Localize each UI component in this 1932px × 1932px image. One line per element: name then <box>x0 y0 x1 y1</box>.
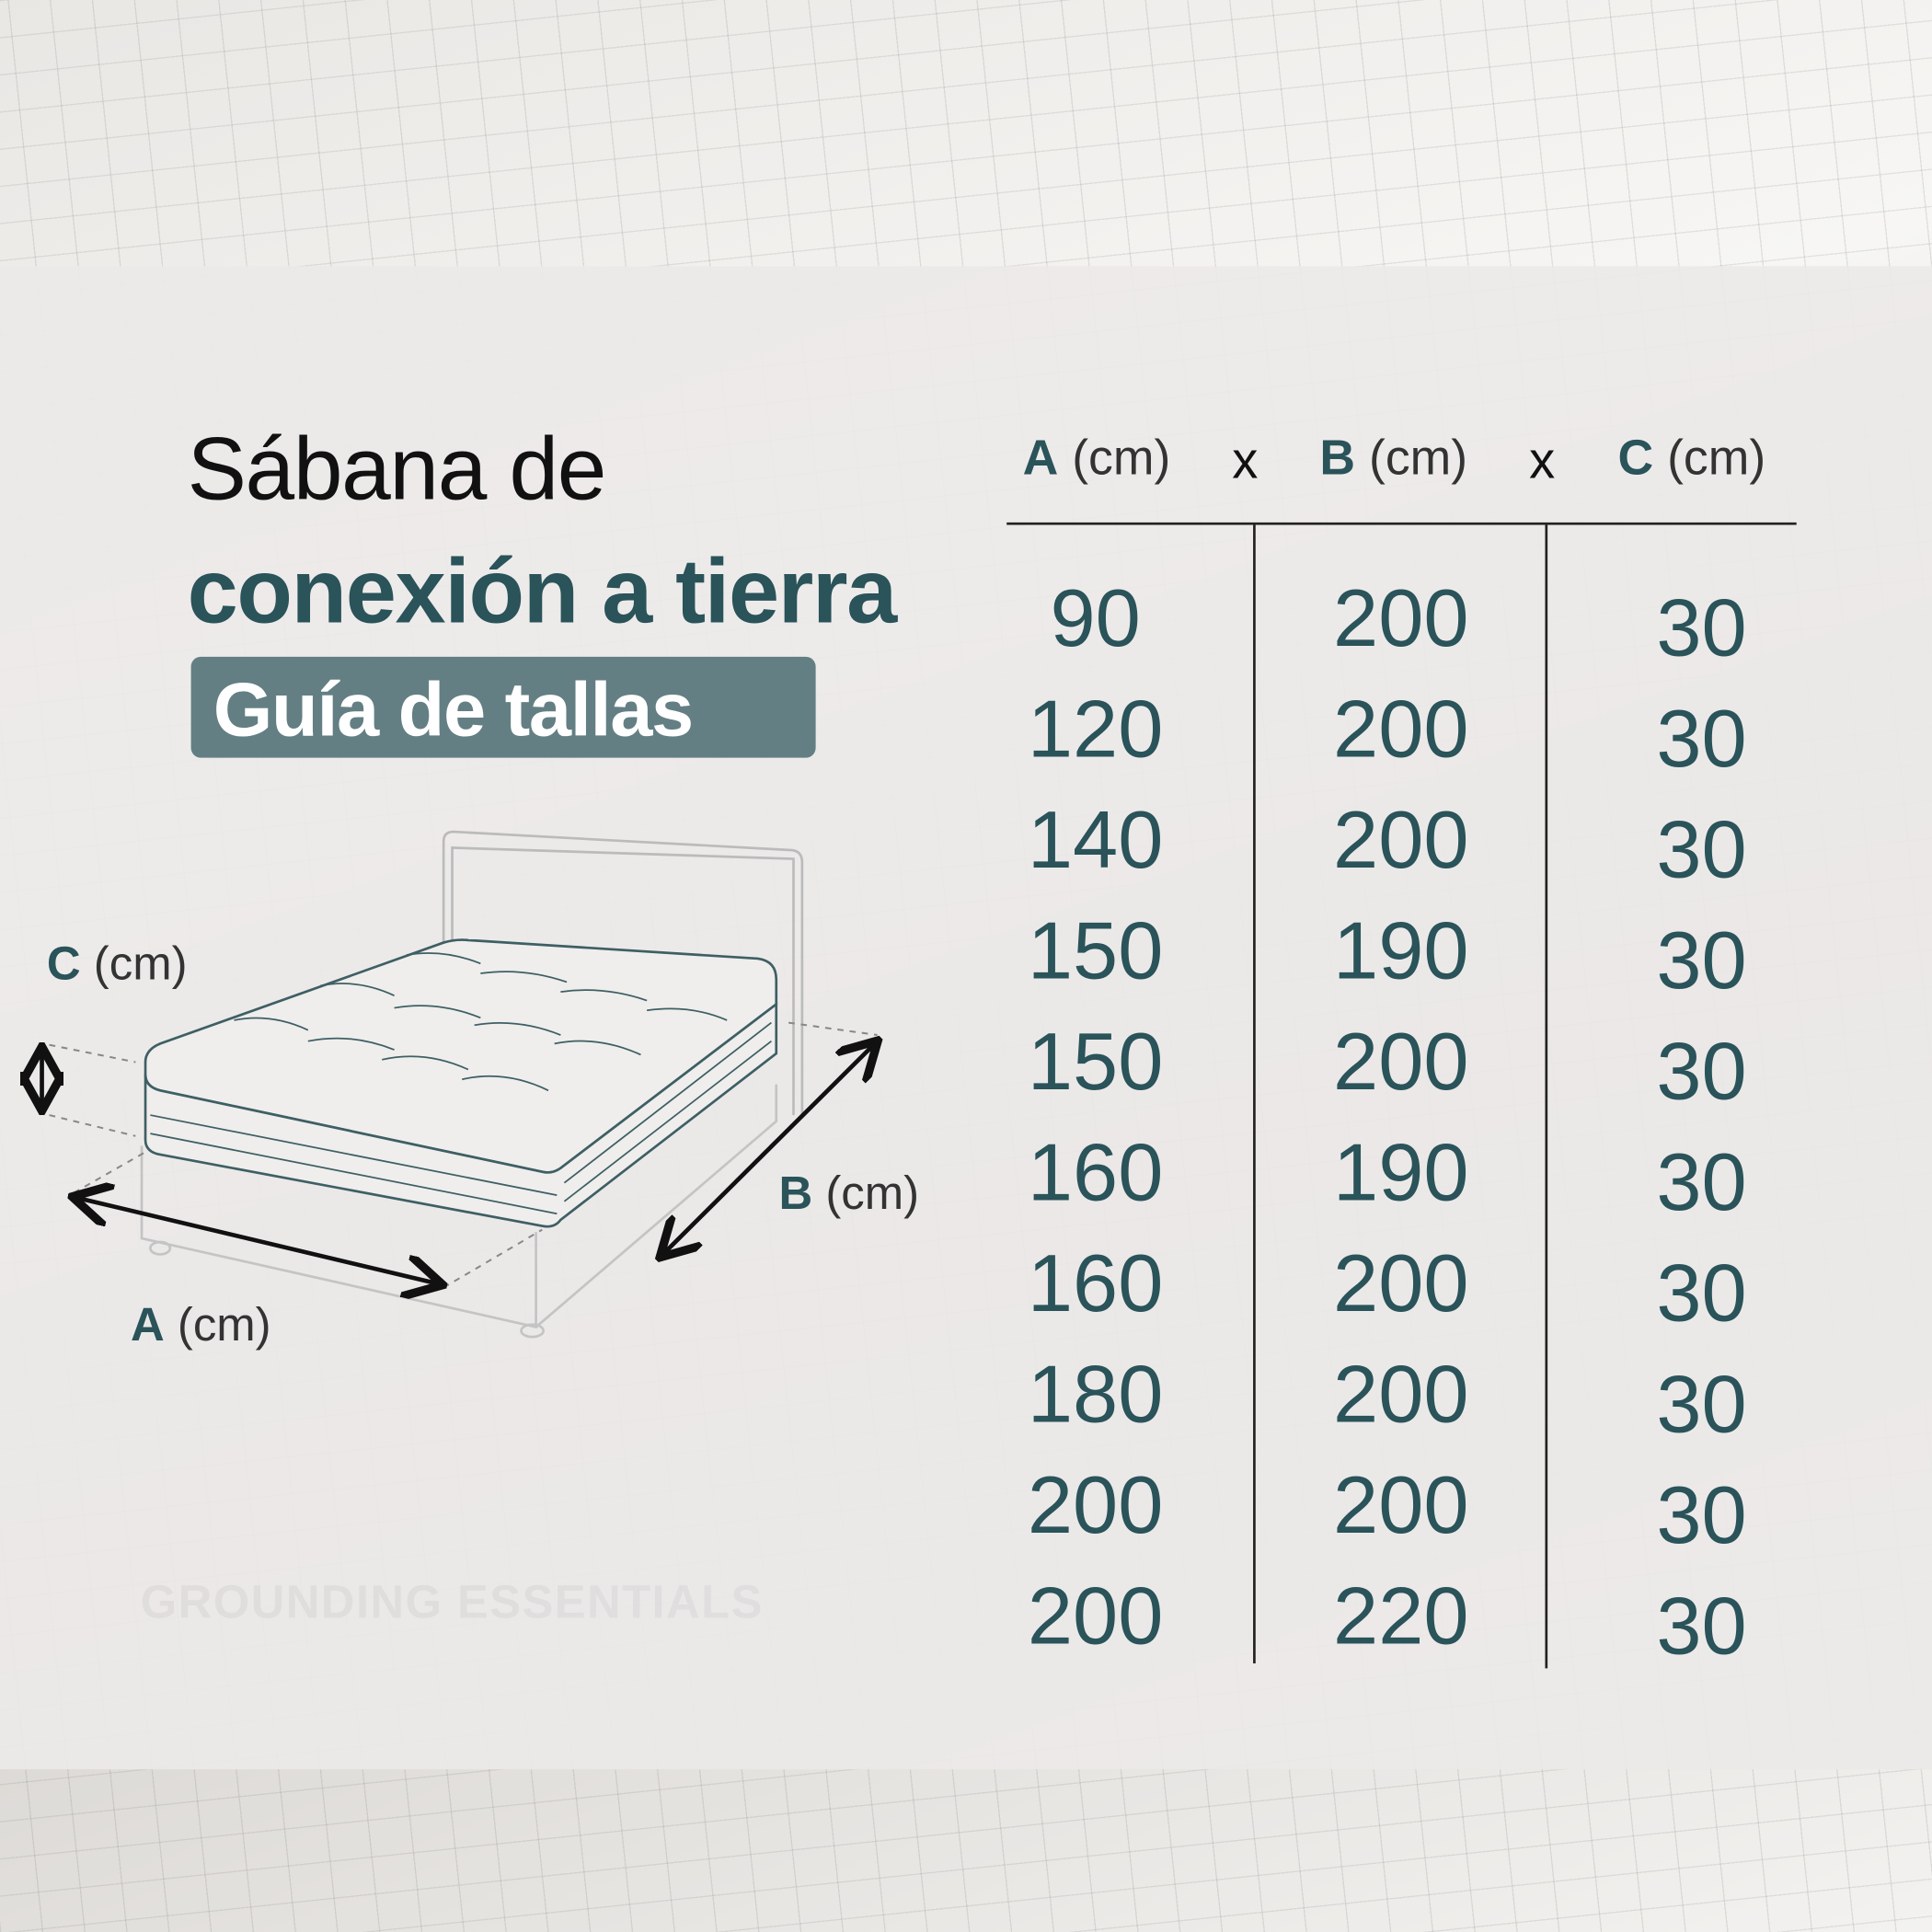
table-cell-b: 190 <box>1333 904 1469 996</box>
table-cell-a: 140 <box>1027 793 1164 885</box>
table-cell-c: 30 <box>1656 1247 1747 1339</box>
header-separator: x <box>1529 431 1556 489</box>
table-cell-a: 180 <box>1027 1348 1164 1440</box>
table-cell-b: 200 <box>1333 682 1469 775</box>
table-cell-b: 200 <box>1333 1458 1469 1550</box>
table-cell-c: 30 <box>1656 803 1747 895</box>
header-a: A (cm) <box>1022 431 1171 486</box>
size-guide-badge: Guía de tallas <box>190 656 816 758</box>
table-cell-b: 200 <box>1333 793 1469 885</box>
header-divider <box>1006 522 1797 525</box>
arrow-a <box>76 1198 439 1284</box>
table-cell-b: 200 <box>1333 1015 1469 1107</box>
table-cell-b: 200 <box>1333 571 1469 663</box>
table-cell-c: 30 <box>1656 1468 1747 1560</box>
table-cell-a: 120 <box>1027 682 1164 775</box>
table-cell-a: 200 <box>1027 1570 1164 1662</box>
header-separator: x <box>1232 431 1259 489</box>
column-divider <box>1545 524 1548 1669</box>
header-b: B (cm) <box>1319 431 1468 486</box>
table-cell-c: 30 <box>1656 692 1747 784</box>
mattress <box>144 938 778 1228</box>
arrows <box>42 1043 875 1283</box>
table-cell-c: 30 <box>1656 914 1747 1006</box>
column-divider <box>1253 524 1256 1664</box>
arrow-b <box>663 1043 875 1254</box>
dimension-lines <box>49 1021 878 1289</box>
table-cell-b: 200 <box>1333 1236 1469 1328</box>
table-cell-a: 160 <box>1027 1126 1164 1218</box>
table-cell-c: 30 <box>1656 1135 1747 1227</box>
table-cell-a: 200 <box>1027 1458 1164 1550</box>
title-line2: conexión a tierra <box>187 539 898 642</box>
table-cell-b: 220 <box>1333 1570 1469 1662</box>
bed-diagram <box>0 830 985 1339</box>
label-a: A (cm) <box>130 1299 271 1352</box>
table-cell-a: 160 <box>1027 1236 1164 1328</box>
table-cell-a: 150 <box>1027 1015 1164 1107</box>
headboard <box>442 830 804 1116</box>
table-cell-b: 200 <box>1333 1348 1469 1440</box>
badge-label: Guía de tallas <box>213 667 695 753</box>
table-cell-c: 30 <box>1656 1025 1747 1117</box>
table-cell-b: 190 <box>1333 1126 1469 1218</box>
watermark: GROUNDING ESSENTIALS <box>141 1577 764 1630</box>
title-line1: Sábana de <box>187 420 607 519</box>
header-c: C (cm) <box>1617 431 1766 486</box>
table-cell-a: 90 <box>1050 571 1141 663</box>
table-cell-a: 150 <box>1027 904 1164 996</box>
table-cell-c: 30 <box>1656 1357 1747 1450</box>
table-cell-c: 30 <box>1656 1579 1747 1672</box>
table-cell-c: 30 <box>1656 581 1747 673</box>
label-b: B (cm) <box>778 1167 920 1220</box>
label-c: C (cm) <box>46 938 188 991</box>
